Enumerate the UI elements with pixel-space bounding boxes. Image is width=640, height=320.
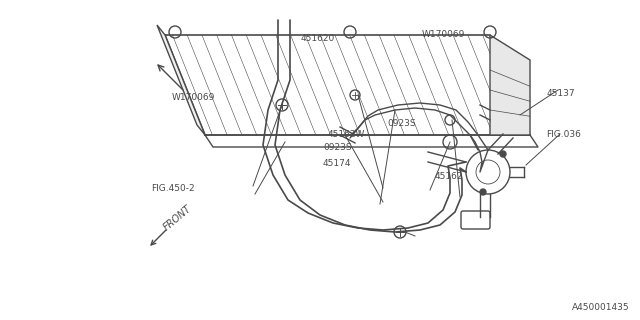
Text: 0923S: 0923S bbox=[323, 142, 351, 151]
Text: FIG.036: FIG.036 bbox=[546, 130, 581, 139]
Circle shape bbox=[480, 189, 486, 195]
Circle shape bbox=[500, 151, 506, 157]
Text: 0923S: 0923S bbox=[387, 118, 415, 127]
Text: 45162: 45162 bbox=[435, 172, 463, 180]
Text: 45137: 45137 bbox=[547, 89, 575, 98]
Text: 451620: 451620 bbox=[301, 34, 335, 43]
Text: FRONT: FRONT bbox=[162, 204, 194, 233]
Text: A450001435: A450001435 bbox=[572, 303, 630, 313]
Text: 45162W: 45162W bbox=[328, 130, 365, 139]
Polygon shape bbox=[490, 35, 530, 135]
Polygon shape bbox=[157, 25, 205, 135]
Text: 45174: 45174 bbox=[323, 158, 351, 167]
Text: FIG.450-2: FIG.450-2 bbox=[152, 183, 195, 193]
Text: W170069: W170069 bbox=[172, 92, 216, 101]
Text: W170069: W170069 bbox=[422, 29, 465, 38]
